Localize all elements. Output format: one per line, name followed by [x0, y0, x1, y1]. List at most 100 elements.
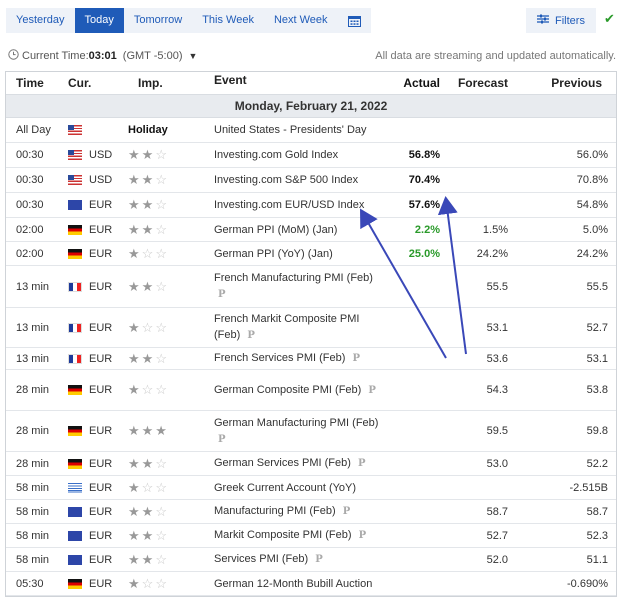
row-event[interactable]: French Services PMI (Feb): [214, 352, 346, 364]
streaming-note: All data are streaming and updated autom…: [375, 50, 616, 62]
row-currency: EUR: [89, 321, 113, 334]
table-row[interactable]: 00:30 EUR ★★☆ Investing.com EUR/USD Index 57…: [6, 193, 616, 218]
table-row[interactable]: 00:30 USD ★★☆ Investing.com Gold Index 56.8%…: [6, 143, 616, 168]
table-row[interactable]: 58 min EUR ★☆☆ Greek Current Account (YoY) -…: [6, 476, 616, 500]
table-row[interactable]: All Day Holiday United States - Presidents…: [6, 118, 616, 143]
table-row[interactable]: 58 min EUR ★★☆ Services PMI (Feb) P 52.0 51.1: [6, 548, 616, 572]
row-event[interactable]: United States - Presidents' Day: [214, 124, 367, 136]
day-header: Monday, February 21, 2022: [6, 95, 616, 118]
preliminary-icon[interactable]: P: [358, 530, 367, 541]
row-event[interactable]: German Manufacturing PMI (Feb): [214, 416, 379, 429]
preliminary-icon[interactable]: P: [352, 353, 361, 364]
row-forecast: 55.5: [486, 280, 508, 293]
row-previous: -0.690%: [567, 577, 608, 590]
table-row[interactable]: 28 min EUR ★★★ German Manufacturing PMI (Fe…: [6, 411, 616, 452]
table-row[interactable]: 13 min EUR ★★☆ French Services PMI (Feb) P 5…: [6, 348, 616, 370]
importance-stars-icon: ★★☆: [128, 350, 169, 366]
row-event[interactable]: German PPI (YoY) (Jan): [214, 247, 333, 260]
table-row[interactable]: 05:30 EUR ★☆☆ German 12-Month Bubill Auctio…: [6, 572, 616, 596]
importance-stars-icon: ★★☆: [128, 221, 169, 237]
row-time: 00:30: [16, 149, 44, 161]
col-importance[interactable]: Imp.: [138, 76, 163, 90]
tab-yesterday[interactable]: Yesterday: [16, 14, 65, 26]
table-row[interactable]: 28 min EUR ★★☆ German Services PMI (Feb) P 5…: [6, 452, 616, 476]
row-event[interactable]: French Markit Composite PMI (Feb): [214, 313, 360, 341]
table-row[interactable]: 58 min EUR ★★☆ Manufacturing PMI (Feb) P 58.…: [6, 500, 616, 524]
row-event[interactable]: Markit Composite PMI (Feb): [214, 529, 352, 541]
sliders-icon: [537, 14, 550, 27]
row-forecast: 1.5%: [482, 223, 508, 236]
row-event[interactable]: Investing.com EUR/USD Index: [214, 199, 365, 211]
row-currency: USD: [89, 149, 113, 161]
row-previous: 52.7: [586, 321, 608, 334]
filters-button[interactable]: Filters: [526, 8, 596, 33]
row-currency: EUR: [89, 553, 113, 566]
row-event[interactable]: Investing.com Gold Index: [214, 149, 339, 161]
check-icon: ✔: [604, 11, 615, 26]
row-time: 58 min: [16, 553, 50, 566]
row-currency: EUR: [89, 223, 113, 236]
flag-eu-icon: [68, 554, 82, 565]
importance-stars-icon: ★☆☆: [128, 319, 169, 335]
row-event[interactable]: French Manufacturing PMI (Feb): [214, 272, 373, 284]
preliminary-icon[interactable]: P: [218, 433, 226, 445]
table-row[interactable]: 00:30 USD ★★☆ Investing.com S&P 500 Index 70…: [6, 168, 616, 193]
row-event[interactable]: German Composite PMI (Feb): [214, 383, 362, 396]
row-time: 58 min: [16, 481, 50, 494]
timezone-select[interactable]: (GMT -5:00): [122, 50, 183, 62]
tab-tomorrow[interactable]: Tomorrow: [133, 14, 183, 26]
row-previous: 52.2: [586, 457, 608, 470]
row-currency: EUR: [89, 529, 113, 542]
row-event[interactable]: German PPI (MoM) (Jan): [214, 223, 338, 236]
row-event[interactable]: Greek Current Account (YoY): [214, 481, 357, 494]
importance-stars-icon: ★★☆: [128, 503, 169, 519]
importance-stars-icon: ★☆☆: [128, 382, 169, 397]
chevron-down-icon[interactable]: ▼: [188, 51, 198, 61]
flag-eu-icon: [68, 530, 82, 541]
col-actual[interactable]: Actual: [403, 76, 440, 90]
calendar-icon[interactable]: [338, 8, 371, 33]
col-previous[interactable]: Previous: [551, 76, 602, 90]
row-forecast: 24.2%: [476, 247, 508, 260]
row-forecast: 52.0: [486, 553, 508, 566]
preliminary-icon[interactable]: P: [315, 554, 323, 565]
preliminary-icon[interactable]: P: [247, 330, 255, 341]
row-previous: 56.0%: [576, 149, 608, 161]
preliminary-icon[interactable]: P: [218, 289, 226, 300]
row-currency: EUR: [89, 280, 113, 293]
table-row[interactable]: 28 min EUR ★☆☆ German Composite PMI (Feb) P…: [6, 370, 616, 411]
tab-today[interactable]: Today: [74, 8, 124, 33]
tab-this-week[interactable]: This Week: [202, 14, 254, 26]
col-forecast[interactable]: Forecast: [457, 76, 508, 90]
row-actual: 56.8%: [408, 149, 440, 161]
row-event[interactable]: Investing.com S&P 500 Index: [214, 174, 359, 186]
row-previous: 70.8%: [576, 174, 608, 186]
table-row[interactable]: 58 min EUR ★★☆ Markit Composite PMI (Feb) P…: [6, 524, 616, 548]
col-event[interactable]: Event: [214, 73, 247, 87]
row-event[interactable]: German Services PMI (Feb): [214, 457, 351, 469]
row-event[interactable]: German 12-Month Bubill Auction: [214, 577, 373, 590]
row-currency: EUR: [89, 457, 113, 470]
importance-stars-icon: ★★★: [128, 423, 169, 438]
preliminary-icon[interactable]: P: [357, 458, 366, 469]
date-tabs: Yesterday Today Tomorrow This Week Next …: [6, 8, 371, 33]
row-event[interactable]: Manufacturing PMI (Feb): [214, 505, 336, 517]
table-row[interactable]: 13 min EUR ★☆☆ French Markit Composite PMI …: [6, 308, 616, 348]
preliminary-icon[interactable]: P: [342, 506, 351, 517]
preliminary-icon[interactable]: P: [368, 384, 376, 396]
row-time: 13 min: [16, 321, 50, 334]
table-row[interactable]: 02:00 EUR ★★☆ German PPI (MoM) (Jan) 2.2% 1.5…: [6, 218, 616, 242]
importance-stars-icon: ★☆☆: [128, 575, 169, 591]
filters-label: Filters: [555, 14, 585, 27]
importance-stars-icon: ★☆☆: [128, 245, 169, 261]
row-actual: 2.2%: [414, 223, 440, 236]
col-time[interactable]: Time: [16, 76, 44, 90]
row-time: 13 min: [16, 352, 50, 365]
table-row[interactable]: 13 min EUR ★★☆ French Manufacturing PMI (Fe…: [6, 266, 616, 308]
row-forecast: 53.1: [486, 321, 508, 334]
col-currency[interactable]: Cur.: [68, 75, 92, 90]
row-event[interactable]: Services PMI (Feb): [214, 553, 309, 565]
row-currency: EUR: [89, 425, 113, 437]
tab-next-week[interactable]: Next Week: [273, 14, 328, 26]
table-row[interactable]: 02:00 EUR ★☆☆ German PPI (YoY) (Jan) 25.0% 24…: [6, 242, 616, 266]
